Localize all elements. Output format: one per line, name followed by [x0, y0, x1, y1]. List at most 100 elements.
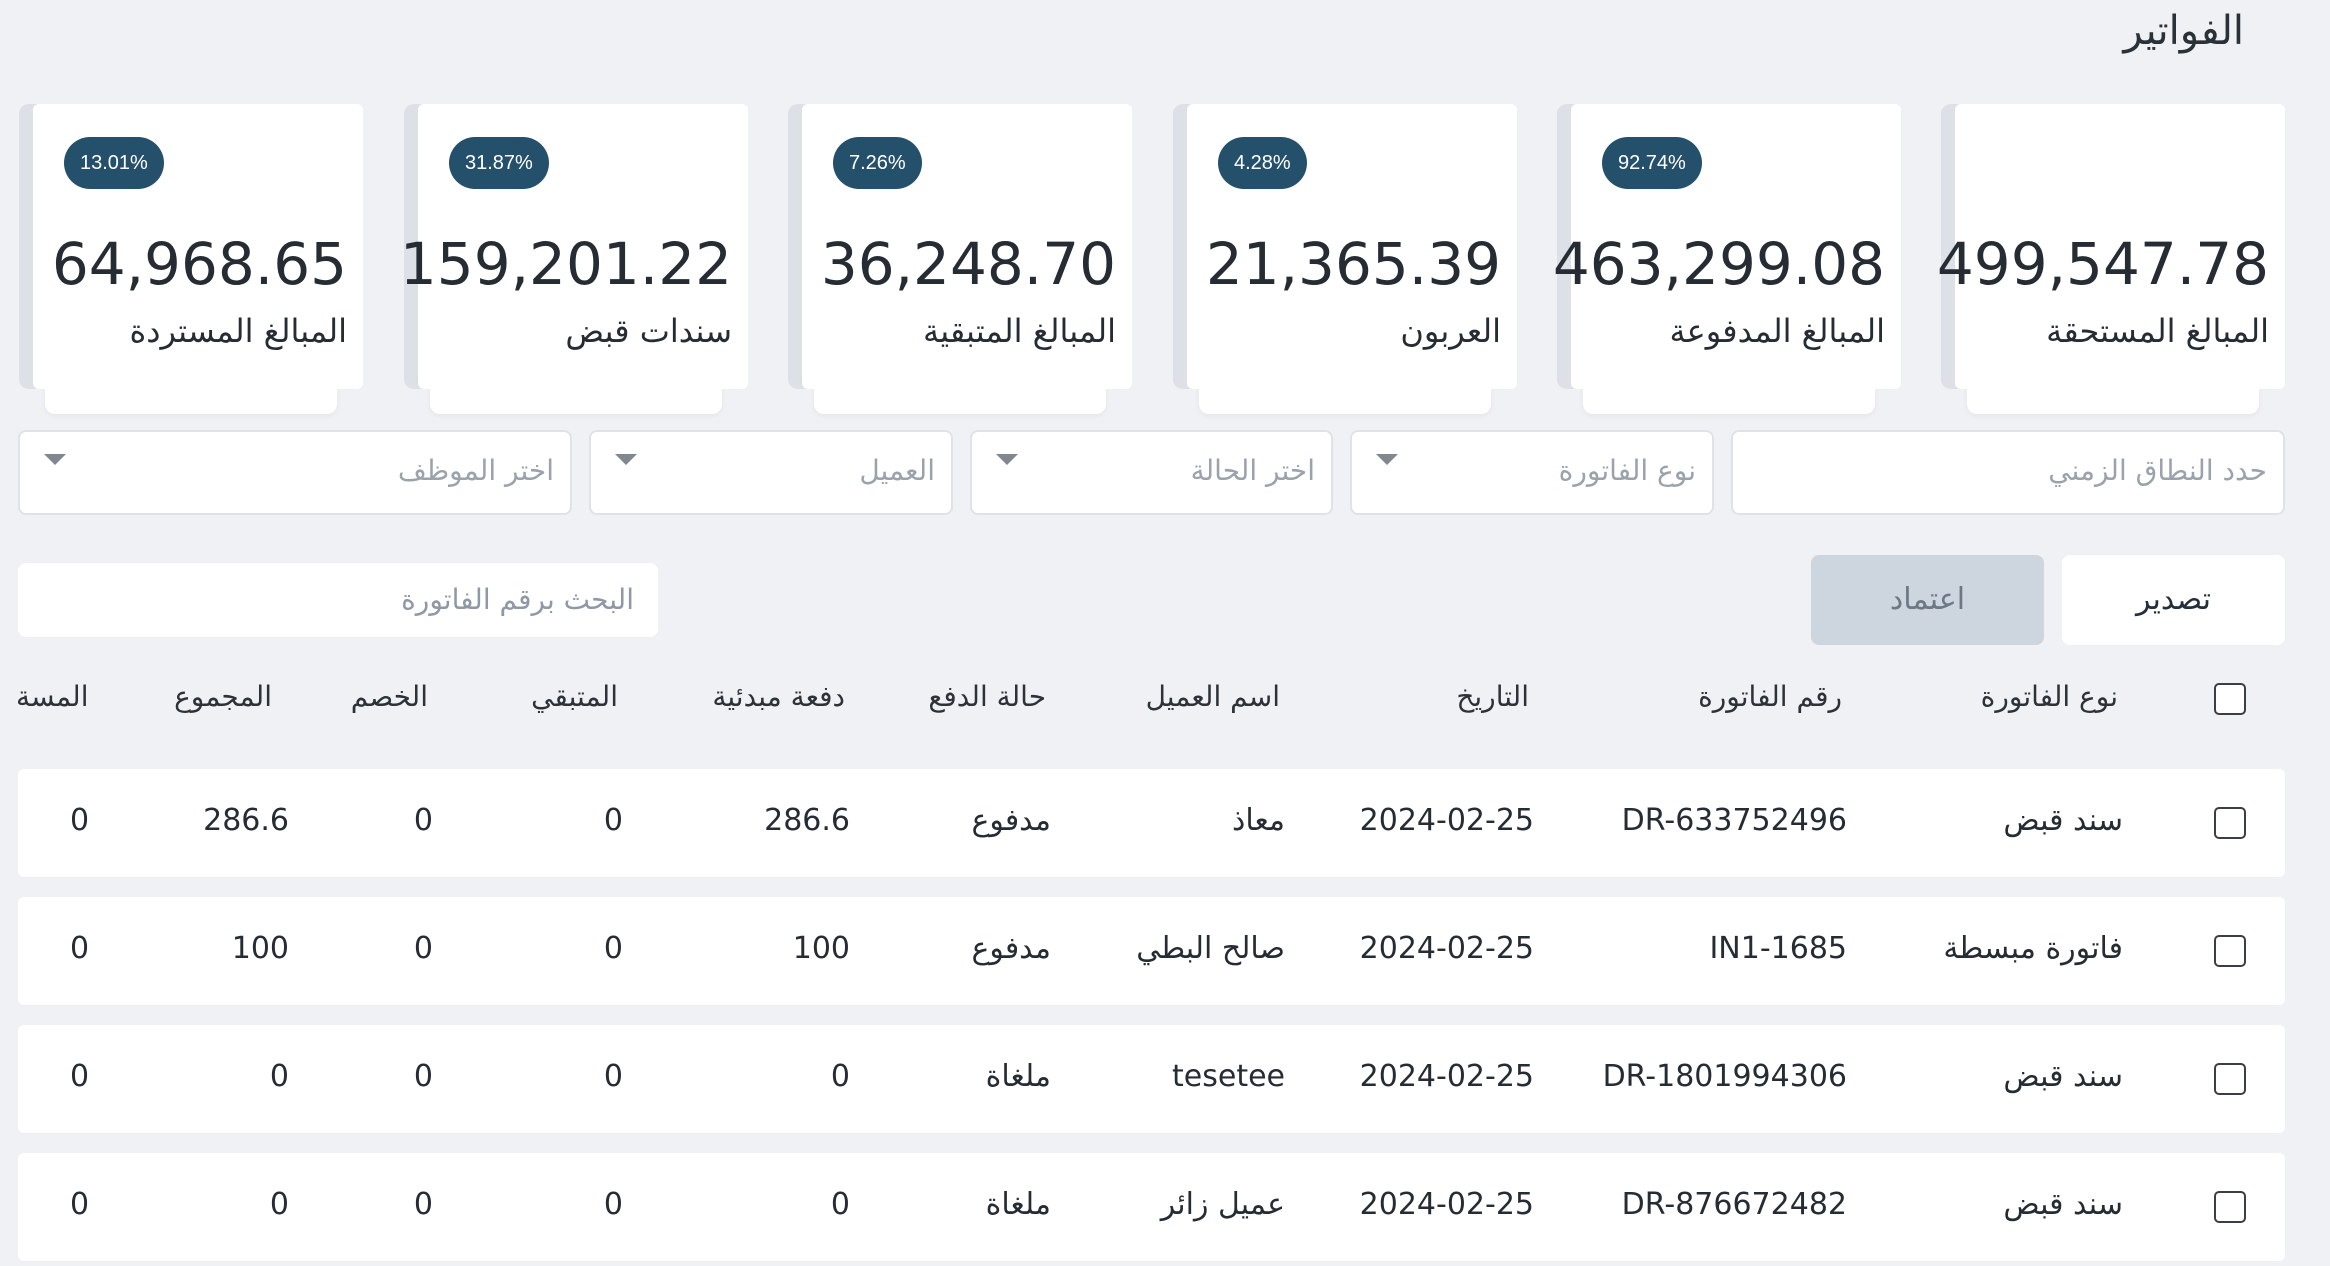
cell-remaining: 0	[603, 1187, 623, 1222]
client-placeholder: العميل	[859, 454, 935, 487]
stat-label: المبالغ المستردة	[129, 312, 347, 350]
stat-label: سندات قبض	[565, 312, 732, 350]
cell-total: 0	[269, 1059, 289, 1094]
cell-total: 286.6	[203, 803, 289, 838]
select-all-checkbox[interactable]	[2214, 683, 2246, 715]
chevron-down-icon	[615, 454, 637, 465]
column-header: اسم العميل	[1145, 680, 1280, 713]
cell-down-payment: 0	[830, 1059, 850, 1094]
invoice-search-input[interactable]: البحث برقم الفاتورة	[18, 563, 658, 637]
cell-type: فاتورة مبسطة	[1943, 931, 2123, 966]
stat-label: العربون	[1400, 312, 1501, 350]
stat-value: 21,365.39	[1205, 230, 1501, 298]
invoice-type-select[interactable]: نوع الفاتورة	[1350, 430, 1714, 515]
stat-card-paid: 92.74% 463,299.08 المبالغ المدفوعة	[1553, 104, 1901, 414]
column-header: نوع الفاتورة	[1980, 680, 2118, 713]
cell-payment-status: مدفوع	[971, 803, 1051, 838]
search-placeholder: البحث برقم الفاتورة	[401, 583, 634, 616]
stat-label: المبالغ المدفوعة	[1669, 312, 1885, 350]
stat-card-deposit: 4.28% 21,365.39 العربون	[1173, 104, 1517, 414]
stat-value: 463,299.08	[1552, 230, 1885, 298]
approve-button[interactable]: اعتماد	[1811, 555, 2044, 645]
cell-last: 0	[70, 1059, 90, 1094]
cell-total: 100	[231, 931, 289, 966]
stat-card-due: 499,547.78 المبالغ المستحقة	[1937, 104, 2285, 414]
cell-down-payment: 0	[830, 1187, 850, 1222]
cell-date: 2024-02-25	[1359, 1187, 1534, 1222]
cell-payment-status: ملغاة	[985, 1059, 1051, 1094]
cell-invoice-number: DR-633752496	[1621, 803, 1847, 838]
percent-badge: 13.01%	[64, 137, 164, 189]
cell-type: سند قبض	[2003, 1187, 2123, 1222]
cell-payment-status: ملغاة	[985, 1187, 1051, 1222]
cell-remaining: 0	[603, 931, 623, 966]
cell-last: 0	[70, 1187, 90, 1222]
cell-client: معاذ	[1231, 803, 1285, 838]
cell-remaining: 0	[603, 803, 623, 838]
chevron-down-icon	[996, 454, 1018, 465]
cell-type: سند قبض	[2003, 803, 2123, 838]
cell-type: سند قبض	[2003, 1059, 2123, 1094]
cell-date: 2024-02-25	[1359, 803, 1534, 838]
row-checkbox[interactable]	[2214, 1191, 2246, 1223]
row-checkbox[interactable]	[2214, 1063, 2246, 1095]
date-range-placeholder: حدد النطاق الزمني	[2048, 454, 2267, 487]
table-row[interactable]: سند قبض DR-1801994306 2024-02-25 tesetee…	[18, 1025, 2285, 1133]
invoice-type-placeholder: نوع الفاتورة	[1558, 454, 1696, 487]
column-header: المسة	[16, 680, 89, 713]
table-row[interactable]: سند قبض DR-633752496 2024-02-25 معاذ مدف…	[18, 769, 2285, 877]
cell-last: 0	[70, 931, 90, 966]
cell-payment-status: مدفوع	[971, 931, 1051, 966]
percent-badge: 31.87%	[449, 137, 549, 189]
column-header: رقم الفاتورة	[1698, 680, 1842, 713]
cell-remaining: 0	[603, 1059, 623, 1094]
stat-card-receipts: 31.87% 159,201.22 سندات قبض	[400, 104, 748, 414]
page-title: الفواتير	[2123, 8, 2244, 54]
cell-down-payment: 100	[792, 931, 850, 966]
employee-placeholder: اختر الموظف	[397, 454, 554, 487]
stat-card-refunds: 13.01% 64,968.65 المبالغ المستردة	[19, 104, 363, 414]
column-header: التاريخ	[1456, 680, 1529, 713]
cell-discount: 0	[413, 1059, 433, 1094]
cell-discount: 0	[413, 1187, 433, 1222]
status-select[interactable]: اختر الحالة	[970, 430, 1333, 515]
client-select[interactable]: العميل	[589, 430, 953, 515]
date-range-picker[interactable]: حدد النطاق الزمني	[1731, 430, 2285, 515]
cell-date: 2024-02-25	[1359, 931, 1534, 966]
cell-invoice-number: DR-1801994306	[1602, 1059, 1847, 1094]
column-header: الخصم	[350, 680, 428, 713]
cell-discount: 0	[413, 931, 433, 966]
cell-client: صالح البطي	[1136, 931, 1285, 966]
stat-label: المبالغ المستحقة	[2046, 312, 2269, 350]
stat-value: 64,968.65	[51, 230, 347, 298]
percent-badge: 4.28%	[1218, 137, 1307, 189]
row-checkbox[interactable]	[2214, 935, 2246, 967]
stat-cards: 499,547.78 المبالغ المستحقة 92.74% 463,2…	[18, 104, 2285, 414]
export-button[interactable]: تصدير	[2062, 555, 2285, 645]
table-row[interactable]: فاتورة مبسطة IN1-1685 2024-02-25 صالح ال…	[18, 897, 2285, 1005]
percent-badge: 7.26%	[833, 137, 922, 189]
cell-invoice-number: DR-876672482	[1621, 1187, 1847, 1222]
stat-value: 159,201.22	[399, 230, 732, 298]
column-header: المجموع	[174, 680, 272, 713]
stat-card-remaining: 7.26% 36,248.70 المبالغ المتبقية	[788, 104, 1132, 414]
cell-down-payment: 286.6	[764, 803, 850, 838]
column-header: دفعة مبدئية	[712, 680, 845, 713]
cell-invoice-number: IN1-1685	[1709, 931, 1847, 966]
cell-date: 2024-02-25	[1359, 1059, 1534, 1094]
stat-label: المبالغ المتبقية	[923, 312, 1116, 350]
column-header: المتبقي	[531, 680, 618, 713]
employee-select[interactable]: اختر الموظف	[18, 430, 572, 515]
cell-client: tesetee	[1172, 1059, 1285, 1094]
cell-total: 0	[269, 1187, 289, 1222]
cell-client: عميل زائر	[1160, 1187, 1285, 1222]
chevron-down-icon	[1376, 454, 1398, 465]
stat-value: 36,248.70	[820, 230, 1116, 298]
percent-badge: 92.74%	[1602, 137, 1702, 189]
cell-discount: 0	[413, 803, 433, 838]
row-checkbox[interactable]	[2214, 807, 2246, 839]
chevron-down-icon	[44, 454, 66, 465]
table-row[interactable]: سند قبض DR-876672482 2024-02-25 عميل زائ…	[18, 1153, 2285, 1261]
column-header: حالة الدفع	[928, 680, 1046, 713]
